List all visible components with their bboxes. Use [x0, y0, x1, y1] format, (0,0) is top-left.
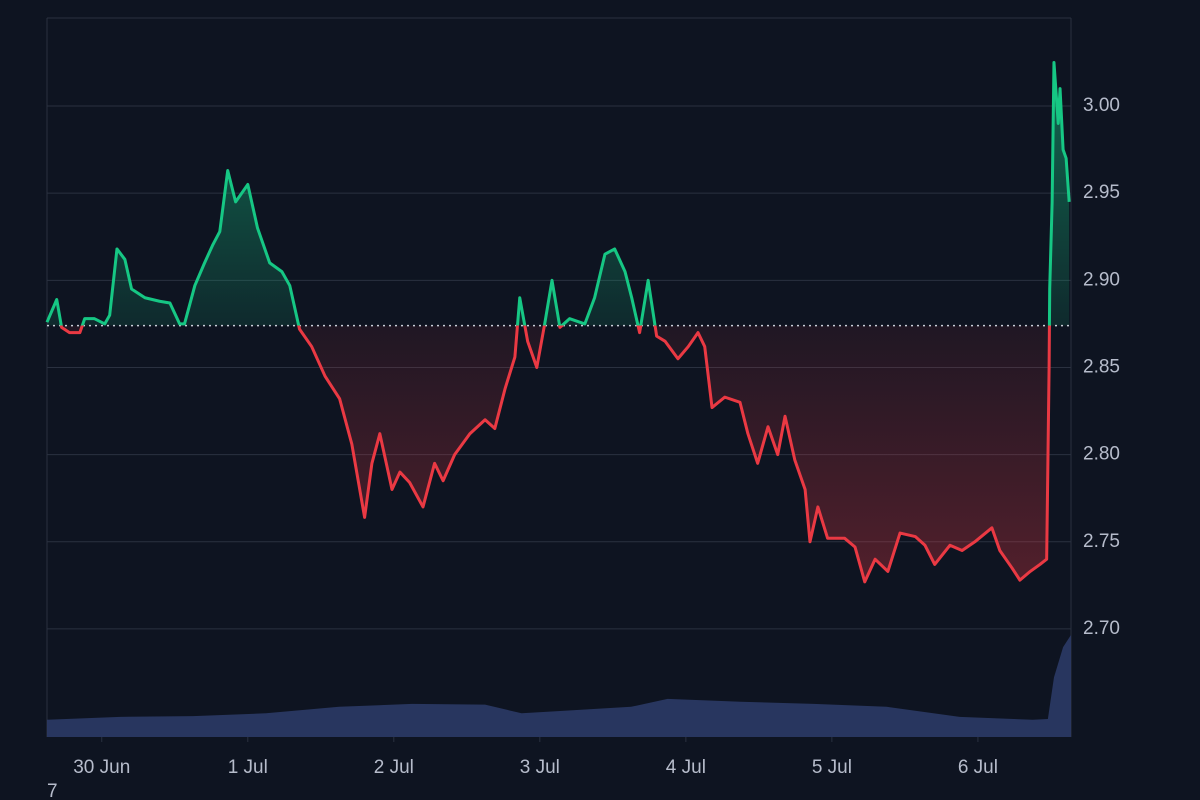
y-tick-label: 3.00	[1083, 95, 1120, 116]
x-tick-label: 2 Jul	[374, 757, 414, 778]
y-tick-label: 2.75	[1083, 531, 1120, 552]
y-tick-label: 2.95	[1083, 182, 1120, 203]
volume-area	[47, 634, 1071, 737]
y-tick-label: 2.90	[1083, 269, 1120, 290]
x-tick-label: 5 Jul	[812, 757, 852, 778]
price-line	[45, 60, 1071, 584]
y-tick-label: 2.85	[1083, 356, 1120, 377]
x-tick-label: 3 Jul	[520, 757, 560, 778]
y-tick-label: 2.70	[1083, 618, 1120, 639]
x-tick-label: 30 Jun	[73, 757, 130, 778]
x-tick-label: 4 Jul	[666, 757, 706, 778]
x-tick-label: 6 Jul	[958, 757, 998, 778]
footnote: 7	[47, 781, 58, 800]
y-tick-label: 2.80	[1083, 444, 1120, 465]
x-tick-label: 1 Jul	[228, 757, 268, 778]
